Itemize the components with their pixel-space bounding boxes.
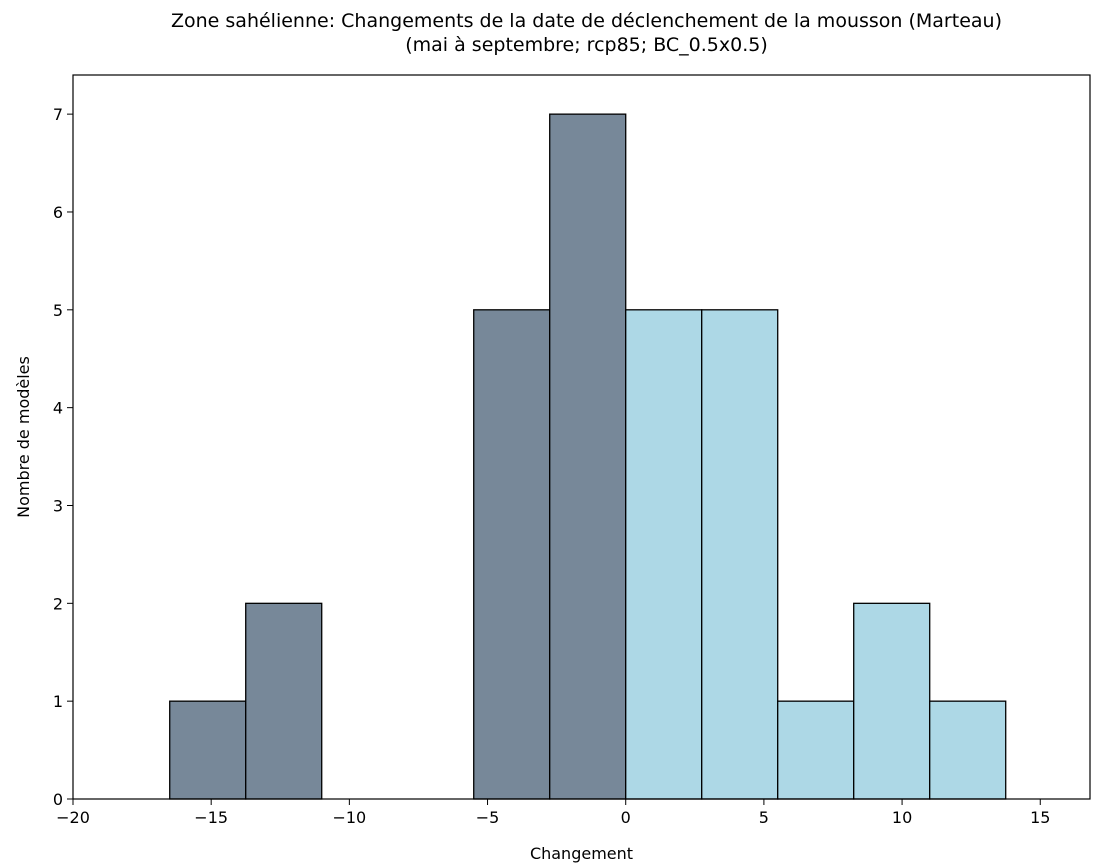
y-tick-label: 0 <box>53 790 63 809</box>
histogram-bar-6 <box>625 309 703 800</box>
x-tick-label: 0 <box>621 808 631 827</box>
chart-subtitle: (mai à septembre; rcp85; BC_0.5x0.5) <box>405 34 768 56</box>
y-tick-label: 6 <box>53 203 63 222</box>
histogram-bar-8 <box>777 700 855 800</box>
y-axis: 0 1 2 3 4 5 6 7 <box>53 105 73 809</box>
y-tick-label: 1 <box>53 692 63 711</box>
y-tick-label: 2 <box>53 594 63 613</box>
x-axis: −20 −15 −10 −5 0 5 10 15 <box>56 799 1050 827</box>
x-tick-label: 15 <box>1030 808 1050 827</box>
x-tick-label: −20 <box>56 808 90 827</box>
x-axis-label: Changement <box>530 844 633 863</box>
histogram-bar-4 <box>473 309 551 800</box>
y-tick-label: 3 <box>53 496 63 515</box>
chart-title: Zone sahélienne: Changements de la date … <box>171 10 1002 32</box>
y-tick-label: 5 <box>53 301 63 320</box>
y-tick-label: 4 <box>53 399 63 418</box>
x-tick-label: −10 <box>332 808 366 827</box>
x-tick-label: −5 <box>476 808 500 827</box>
plot-frame <box>72 74 1091 800</box>
x-tick-label: −15 <box>194 808 228 827</box>
histogram-bar-5 <box>549 113 627 800</box>
histogram-bar-7 <box>701 309 779 800</box>
histogram-bar-9 <box>853 602 931 800</box>
bars-group <box>169 113 1007 800</box>
histogram-bar-1 <box>245 602 323 800</box>
histogram-bar-0 <box>169 700 247 800</box>
x-tick-label: 10 <box>892 808 912 827</box>
y-tick-label: 7 <box>53 105 63 124</box>
x-tick-label: 5 <box>759 808 769 827</box>
y-axis-label: Nombre de modèles <box>14 356 33 518</box>
histogram-bar-10 <box>929 700 1007 800</box>
